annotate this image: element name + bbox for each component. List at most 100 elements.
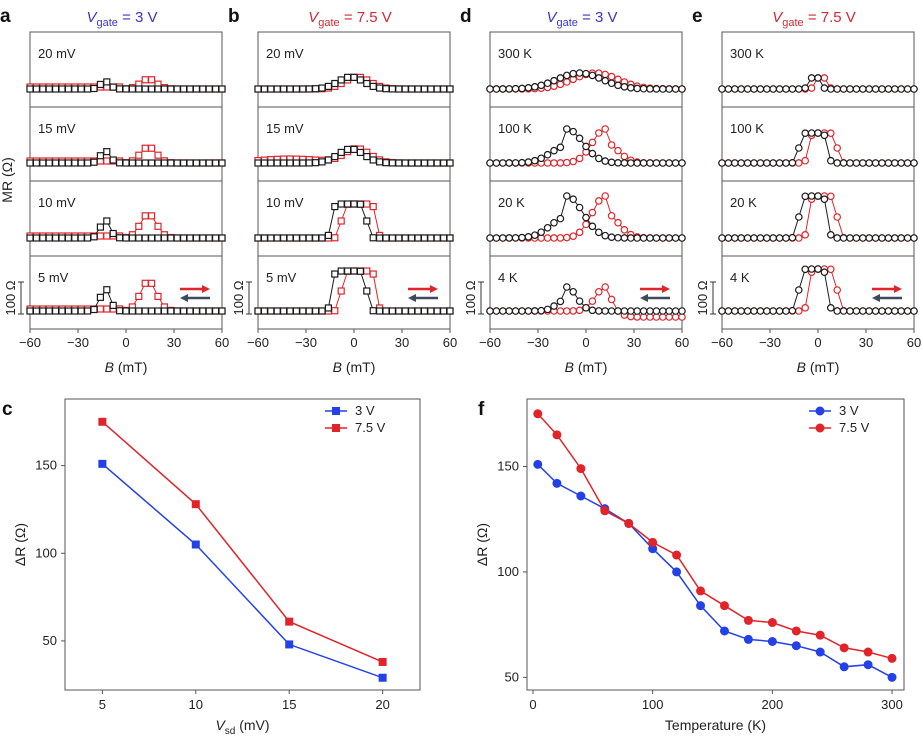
data-point (552, 430, 562, 440)
black-sweep-marker (678, 85, 686, 93)
black-sweep-marker (562, 71, 571, 80)
black-sweep-marker (51, 234, 60, 242)
red-sweep-marker (607, 211, 616, 220)
red-sweep-marker (141, 212, 149, 220)
black-sweep-marker (39, 234, 47, 242)
black-sweep-marker (492, 234, 501, 242)
black-sweep-marker (737, 307, 746, 315)
black-sweep-marker (871, 159, 880, 167)
black-sweep-marker (820, 268, 829, 276)
black-sweep-marker (652, 85, 661, 93)
black-sweep-marker (582, 303, 590, 312)
black-sweep-marker (530, 231, 539, 239)
black-sweep-marker (562, 192, 571, 200)
black-sweep-marker (286, 307, 294, 315)
black-sweep-marker (292, 307, 300, 315)
mr-panels: a Vgate = 3 V 20 mV 15 mV 10 mV 5 mV 100 Ω MR (… (0, 6, 921, 375)
legend-label: 7.5 V (839, 420, 870, 435)
black-sweep-marker (884, 85, 893, 93)
black-sweep-marker (633, 84, 642, 93)
x-tick-label: −60 (479, 335, 501, 350)
x-axis-var: B (333, 359, 342, 375)
black-sweep-marker (280, 85, 288, 93)
black-sweep-marker (626, 159, 635, 167)
black-sweep-marker (58, 234, 66, 242)
black-sweep-marker (267, 307, 275, 315)
x-tick-label: 60 (907, 335, 921, 350)
row-label: 4 K (730, 270, 750, 285)
black-sweep-marker (305, 159, 313, 167)
black-sweep-marker (433, 307, 441, 315)
x-tick-label: 0 (350, 335, 357, 350)
row-label: 100 K (498, 121, 532, 136)
title-value: = 7.5 V (340, 9, 392, 26)
black-sweep-marker (518, 84, 526, 93)
black-sweep-marker (537, 306, 546, 315)
black-sweep-marker (350, 267, 358, 275)
black-sweep-marker (814, 74, 822, 82)
black-sweep-marker (639, 159, 648, 167)
red-sweep-marker (141, 76, 149, 84)
black-sweep-marker (826, 231, 835, 239)
black-sweep-marker (550, 302, 558, 310)
black-sweep-marker (588, 222, 597, 231)
black-sweep-marker (77, 159, 85, 167)
black-sweep-marker (814, 129, 822, 137)
black-sweep-marker (646, 85, 654, 93)
black-sweep-marker (260, 159, 268, 167)
red-sweep-marker (562, 307, 571, 315)
data-point (887, 672, 897, 682)
black-sweep-marker (750, 234, 758, 242)
black-sweep-marker (556, 143, 565, 152)
red-sweep-marker (331, 307, 339, 315)
red-sweep-marker (582, 220, 590, 229)
arrow-forward-head-icon (430, 285, 438, 293)
black-sweep-marker (401, 307, 409, 315)
black-sweep-marker (440, 307, 448, 315)
black-sweep-marker (903, 307, 912, 315)
black-sweep-marker (550, 76, 558, 85)
panel-b: b Vgate = 7.5 V 20 mV 15 mV 10 mV 5 mV 100 Ω −6… (228, 6, 457, 375)
black-sweep-marker (678, 307, 686, 315)
black-sweep-marker (652, 307, 661, 315)
black-sweep-marker (51, 85, 60, 93)
black-sweep-marker (890, 234, 899, 242)
black-sweep-marker (212, 307, 220, 315)
black-sweep-marker (51, 159, 60, 167)
black-sweep-marker (678, 234, 686, 242)
black-sweep-marker (135, 234, 143, 242)
black-sweep-marker (96, 223, 105, 231)
data-point (98, 459, 107, 468)
black-sweep-marker (543, 150, 552, 159)
row-label: 20 K (498, 195, 525, 210)
black-sweep-marker (135, 307, 143, 315)
black-sweep-marker (344, 145, 352, 154)
black-sweep-marker (350, 145, 358, 154)
black-sweep-marker (260, 307, 268, 315)
black-sweep-marker (556, 297, 565, 306)
black-sweep-marker (420, 234, 428, 242)
data-point (533, 459, 543, 469)
black-sweep-marker (665, 307, 674, 315)
black-sweep-marker (897, 159, 906, 167)
black-sweep-marker (498, 307, 507, 315)
black-sweep-marker (756, 307, 765, 315)
data-point (285, 617, 294, 626)
black-sweep-marker (160, 307, 168, 315)
black-sweep-marker (762, 234, 771, 242)
data-point (863, 660, 873, 670)
black-sweep-marker (858, 85, 867, 93)
black-sweep-marker (626, 234, 635, 242)
black-sweep-marker (756, 234, 765, 242)
black-sweep-marker (594, 307, 603, 315)
black-sweep-marker (115, 85, 124, 93)
black-sweep-marker (594, 228, 603, 237)
black-sweep-marker (652, 159, 661, 167)
black-sweep-marker (167, 159, 175, 167)
black-sweep-marker (601, 231, 610, 240)
black-sweep-marker (414, 159, 422, 167)
black-sweep-marker (273, 234, 281, 242)
black-sweep-marker (569, 195, 578, 204)
black-sweep-marker (846, 307, 854, 315)
black-sweep-marker (312, 85, 320, 93)
